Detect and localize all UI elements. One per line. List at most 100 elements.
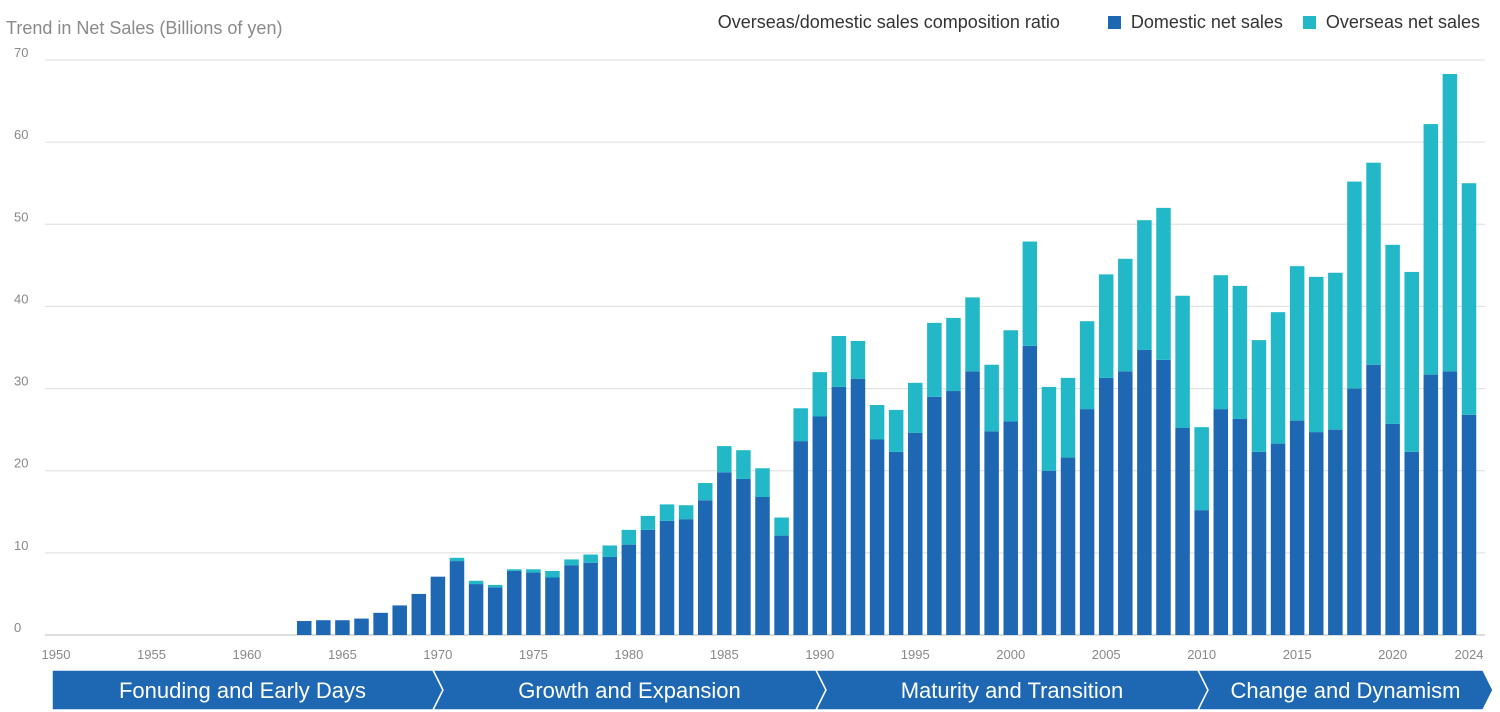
bar-overseas-1994 bbox=[888, 409, 904, 452]
bar-overseas-2014 bbox=[1270, 312, 1286, 444]
bar-domestic-1979 bbox=[602, 556, 617, 635]
y-tick-label-30: 30 bbox=[14, 374, 28, 389]
x-tick-label-1970: 1970 bbox=[423, 647, 452, 662]
bar-domestic-1981 bbox=[640, 529, 656, 635]
x-tick-label-2024: 2024 bbox=[1455, 647, 1484, 662]
era-label-2: Growth and Expansion bbox=[518, 678, 741, 703]
bar-overseas-2007 bbox=[1137, 220, 1152, 350]
x-tick-label-1955: 1955 bbox=[137, 647, 166, 662]
bar-domestic-1971 bbox=[449, 561, 465, 635]
bar-domestic-1972 bbox=[468, 584, 484, 635]
bar-domestic-2020 bbox=[1385, 423, 1400, 635]
bar-overseas-1973 bbox=[487, 584, 503, 588]
bar-domestic-1999 bbox=[984, 431, 999, 635]
bar-domestic-2015 bbox=[1289, 420, 1305, 635]
bar-overseas-1978 bbox=[583, 554, 598, 563]
bar-domestic-1993 bbox=[869, 439, 885, 635]
x-tick-label-1990: 1990 bbox=[805, 647, 834, 662]
bar-domestic-2014 bbox=[1270, 443, 1286, 635]
bar-domestic-2012 bbox=[1232, 418, 1248, 635]
bar-domestic-1964 bbox=[316, 620, 331, 635]
era-band-segment-4 bbox=[1196, 669, 1494, 711]
bar-overseas-2009 bbox=[1175, 295, 1190, 428]
bar-domestic-2011 bbox=[1213, 409, 1229, 635]
legend-swatch-domestic bbox=[1107, 16, 1121, 29]
bar-domestic-1991 bbox=[831, 386, 847, 635]
bar-domestic-1995 bbox=[908, 432, 923, 635]
bar-overseas-1979 bbox=[602, 545, 617, 557]
bar-domestic-2021 bbox=[1404, 451, 1419, 635]
bar-domestic-2022 bbox=[1423, 374, 1439, 635]
bar-domestic-1985 bbox=[717, 472, 732, 635]
x-tick-label-1975: 1975 bbox=[519, 647, 548, 662]
y-tick-label-40: 40 bbox=[14, 291, 28, 306]
bar-domestic-1968 bbox=[392, 605, 407, 635]
bar-overseas-2019 bbox=[1366, 162, 1381, 365]
bar-overseas-2016 bbox=[1308, 276, 1324, 433]
bar-overseas-2018 bbox=[1347, 181, 1362, 389]
bar-domestic-2001 bbox=[1022, 345, 1038, 635]
era-label-3: Maturity and Transition bbox=[901, 678, 1124, 703]
bar-overseas-2010 bbox=[1194, 427, 1209, 511]
bar-overseas-1974 bbox=[507, 569, 522, 571]
bar-domestic-2008 bbox=[1156, 359, 1171, 635]
y-tick-label-20: 20 bbox=[14, 456, 28, 471]
bar-overseas-2024 bbox=[1461, 183, 1477, 415]
legend-swatch-overseas bbox=[1302, 16, 1316, 29]
bar-overseas-2002 bbox=[1041, 386, 1057, 471]
bar-domestic-2010 bbox=[1194, 510, 1209, 635]
bar-domestic-2017 bbox=[1328, 429, 1343, 635]
bar-domestic-1975 bbox=[526, 572, 541, 635]
bar-domestic-2009 bbox=[1175, 428, 1190, 635]
bar-domestic-1982 bbox=[659, 520, 675, 635]
x-tick-label-2020: 2020 bbox=[1378, 647, 1407, 662]
bar-overseas-1989 bbox=[793, 408, 808, 442]
x-tick-label-1980: 1980 bbox=[614, 647, 643, 662]
x-tick-label-1995: 1995 bbox=[901, 647, 930, 662]
bar-overseas-1988 bbox=[774, 517, 789, 536]
bar-overseas-1983 bbox=[678, 505, 694, 520]
x-tick-label-2015: 2015 bbox=[1283, 647, 1312, 662]
bar-domestic-1973 bbox=[487, 587, 503, 635]
bar-domestic-1996 bbox=[927, 396, 942, 635]
bar-overseas-1996 bbox=[927, 322, 942, 397]
chart-title: Trend in Net Sales (Billions of yen) bbox=[6, 18, 283, 38]
bar-domestic-2018 bbox=[1347, 388, 1362, 635]
bar-overseas-2015 bbox=[1289, 266, 1305, 421]
bar-domestic-1994 bbox=[888, 451, 904, 635]
bar-overseas-2012 bbox=[1232, 285, 1248, 419]
bar-overseas-1984 bbox=[697, 483, 713, 501]
bar-domestic-2002 bbox=[1041, 470, 1057, 635]
bar-domestic-2004 bbox=[1079, 409, 1095, 635]
bar-domestic-2003 bbox=[1060, 457, 1076, 635]
bar-overseas-1985 bbox=[717, 446, 732, 473]
bar-domestic-2016 bbox=[1308, 432, 1324, 635]
bar-overseas-1986 bbox=[736, 450, 751, 479]
bar-overseas-1980 bbox=[621, 529, 637, 545]
bar-domestic-1965 bbox=[335, 620, 350, 635]
bar-overseas-2020 bbox=[1385, 244, 1400, 424]
bar-overseas-2001 bbox=[1022, 241, 1038, 346]
bar-domestic-2006 bbox=[1118, 371, 1133, 635]
x-tick-label-1965: 1965 bbox=[328, 647, 357, 662]
bar-domestic-2005 bbox=[1098, 377, 1114, 635]
bar-domestic-1978 bbox=[583, 562, 598, 635]
bar-domestic-1988 bbox=[774, 535, 789, 635]
x-tick-label-2005: 2005 bbox=[1092, 647, 1121, 662]
era-label-1: Fonuding and Early Days bbox=[119, 678, 366, 703]
x-tick-label-1950: 1950 bbox=[42, 647, 71, 662]
bar-domestic-1984 bbox=[697, 500, 713, 635]
bar-overseas-2022 bbox=[1423, 124, 1439, 375]
bar-domestic-1977 bbox=[564, 565, 579, 635]
legend-text-domestic: Domestic net sales bbox=[1130, 12, 1283, 32]
bar-domestic-1987 bbox=[755, 497, 770, 635]
legend-composition-label: Overseas/domestic sales composition rati… bbox=[717, 12, 1060, 32]
bar-overseas-1999 bbox=[984, 364, 999, 432]
bar-domestic-2023 bbox=[1442, 371, 1458, 635]
bar-overseas-1991 bbox=[831, 336, 847, 387]
y-tick-label-10: 10 bbox=[14, 538, 28, 553]
chart-legend: Overseas/domestic sales composition rati… bbox=[718, 12, 1480, 33]
bar-domestic-2013 bbox=[1251, 451, 1267, 635]
bar-overseas-1971 bbox=[449, 557, 465, 562]
